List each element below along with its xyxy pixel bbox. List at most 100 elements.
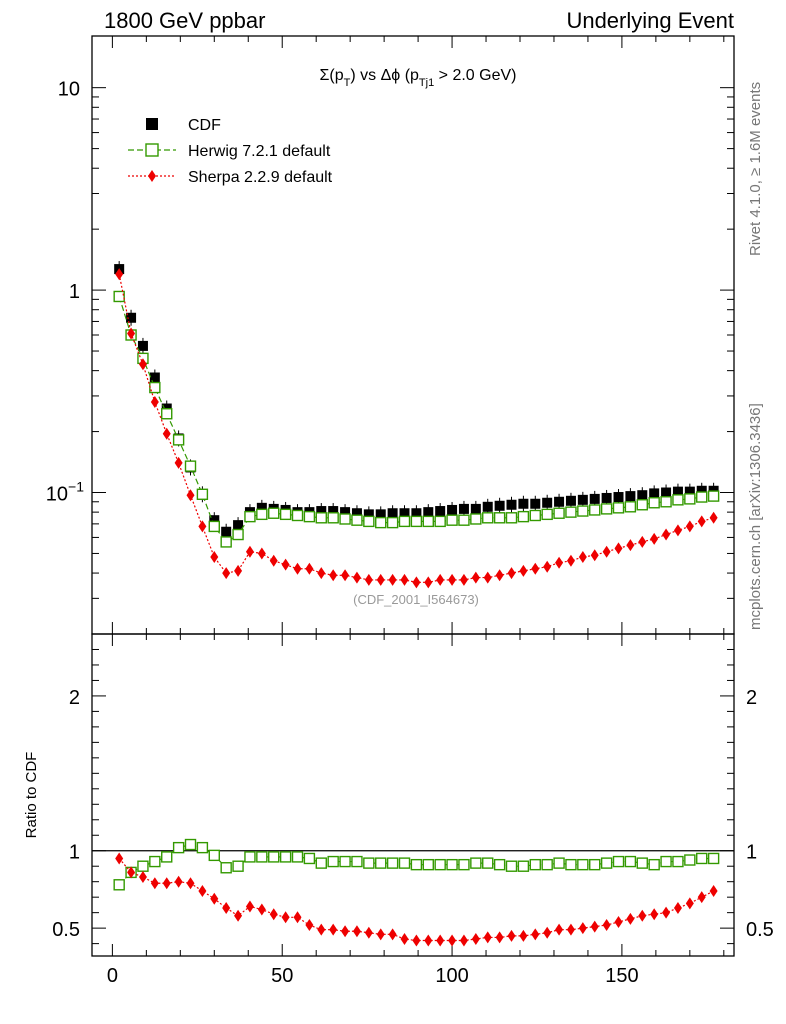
main-cdf-point — [672, 486, 683, 497]
ratio-sherpa-2-2-9-default-point — [305, 919, 314, 932]
header-right: Underlying Event — [566, 8, 734, 33]
main-cdf-point — [233, 520, 244, 531]
main-sherpa-2-2-9-default-point — [543, 560, 552, 573]
main-sherpa-2-2-9-default-point — [115, 268, 124, 281]
ratio-herwig-7-2-1-default-point — [707, 852, 720, 865]
main-herwig-7-2-1-default-point — [505, 512, 518, 524]
ratio-herwig-7-2-1-default-point — [541, 858, 553, 871]
main-cdf-point — [435, 506, 446, 517]
main-sherpa-2-2-9-default-point — [436, 573, 445, 586]
main-herwig-7-2-1-default-point — [458, 514, 470, 526]
ratio-sherpa-2-2-9-default-point — [234, 909, 243, 922]
main-herwig-7-2-1-default-point — [339, 513, 351, 525]
main-herwig-7-2-1-default-line — [118, 296, 714, 543]
ratio-sherpa-2-2-9-default-point — [566, 923, 575, 936]
main-cdf-point — [482, 501, 493, 512]
ratio-sherpa-2-2-9-default-point — [162, 877, 171, 890]
main-herwig-7-2-1-default-point — [220, 536, 232, 548]
ratio-herwig-7-2-1-default-point — [244, 851, 256, 863]
ratio-ylabel: Ratio to CDF — [23, 752, 40, 839]
main-cdf-point — [423, 507, 434, 518]
main-cdf-point — [613, 492, 624, 503]
ratio-plot-frame — [91, 633, 735, 957]
main-sherpa-2-2-9-default-point — [614, 542, 623, 555]
ratio-sherpa-2-2-9-default-point — [448, 934, 457, 947]
main-herwig-7-2-1-default-point — [612, 502, 625, 514]
main-cdf-point — [351, 508, 362, 519]
ratio-sherpa-2-2-9-default-point — [352, 925, 361, 938]
main-sherpa-2-2-9-default-point — [293, 562, 302, 575]
main-sherpa-2-2-9-default-point — [662, 528, 671, 541]
main-sherpa-2-2-9-default-point — [352, 571, 361, 584]
main-sherpa-2-2-9-default-point — [174, 456, 183, 469]
ratio-herwig-7-2-1-default-point — [612, 855, 625, 868]
main-cdf-point — [494, 500, 505, 511]
ratio-sherpa-2-2-9-default-point — [412, 934, 421, 947]
main-herwig-7-2-1-default-point — [375, 516, 387, 529]
ratio-herwig-7-2-1-default-point — [375, 857, 387, 869]
main-herwig-7-2-1-default-point — [244, 510, 256, 523]
main-herwig-7-2-1-default-point — [707, 490, 720, 502]
main-sherpa-2-2-9-default-point — [127, 327, 136, 340]
main-sherpa-2-2-9-default-point — [495, 569, 504, 582]
main-herwig-7-2-1-default-point — [268, 507, 280, 519]
ratio-sherpa-2-2-9-default-point — [424, 934, 433, 947]
main-sherpa-2-2-9-default-point — [198, 520, 207, 533]
main-sherpa-2-2-9-default-point — [305, 562, 314, 575]
ratio-sherpa-2-2-9-default-point — [578, 922, 587, 935]
ratio-sherpa-2-2-9-default-point — [400, 932, 409, 945]
ratio-herwig-7-2-1-default-point — [458, 858, 470, 871]
main-cdf-point — [637, 490, 648, 501]
ratio-y-tick-label: 1 — [69, 842, 80, 864]
main-sherpa-2-2-9-default-point — [638, 535, 647, 548]
ratio-herwig-7-2-1-default-point — [291, 851, 304, 863]
main-herwig-7-2-1-default-point — [493, 512, 506, 524]
ratio-sherpa-2-2-9-default-point — [317, 923, 326, 936]
ratio-sherpa-2-2-9-default-point — [329, 923, 338, 936]
ratio-sherpa-2-2-9-default-point — [388, 928, 397, 941]
main-herwig-7-2-1-default-point — [624, 501, 637, 513]
main-sherpa-2-2-9-default-point — [138, 358, 147, 371]
axes-layer: 0 50 100 150 10−1 1 10 0.5 0.5 1 1 2 2 — [46, 36, 774, 987]
main-herwig-7-2-1-default-point — [648, 497, 660, 509]
main-herwig-7-2-1-default-point — [386, 516, 399, 529]
ratio-herwig-7-2-1-default-point — [113, 879, 125, 891]
ratio-sherpa-2-2-9-default-point — [436, 934, 445, 947]
main-sherpa-2-2-9-default-point — [281, 558, 290, 571]
ratio-herwig-7-2-1-default-point — [684, 854, 696, 866]
ratio-sherpa-2-2-9-default-line — [118, 858, 714, 942]
mcplots-label: mcplots.cern.ch [arXiv:1306.3436] — [747, 403, 764, 630]
main-cdf-point — [209, 515, 220, 526]
main-cdf-point — [340, 507, 351, 518]
ratio-herwig-7-2-1-default-point — [232, 860, 244, 872]
main-herwig-7-2-1-default-point — [256, 508, 268, 521]
plot-title: Σ(pT) vs Δϕ (pTj1 > 2.0 GeV) — [320, 67, 517, 89]
main-sherpa-2-2-9-default-point — [448, 573, 457, 586]
ratio-sherpa-2-2-9-default-point — [222, 902, 231, 915]
ratio-sherpa-2-2-9-default-point — [483, 931, 492, 944]
ratio-sherpa-2-2-9-default-point — [293, 911, 302, 924]
main-cdf-point — [363, 509, 374, 520]
ratio-sherpa-2-2-9-default-point — [471, 932, 480, 945]
main-herwig-7-2-1-default-point — [672, 494, 684, 506]
ratio-herwig-7-2-1-default-point — [303, 852, 316, 865]
main-herwig-7-2-1-default-point — [398, 515, 411, 528]
ratio-sherpa-2-2-9-default-point — [257, 903, 266, 916]
main-sherpa-2-2-9-default-point — [673, 524, 682, 537]
main-cdf-point — [625, 491, 636, 502]
ratio-herwig-7-2-1-default-point — [636, 857, 648, 869]
ratio-sherpa-2-2-9-default-point — [614, 915, 623, 928]
main-sherpa-2-2-9-default-point — [269, 554, 278, 567]
ratio-sherpa-2-2-9-default-point — [341, 925, 350, 938]
ratio-herwig-7-2-1-default-point — [553, 857, 565, 869]
ratio-sherpa-2-2-9-default-point — [662, 906, 671, 919]
main-herwig-7-2-1-default-point — [184, 460, 197, 472]
main-herwig-7-2-1-default-point — [351, 514, 363, 526]
legend-marker-sherpa-2-2-9-default — [148, 170, 156, 182]
main-cdf-point — [458, 503, 469, 514]
ratio-y-tick-label-right: 2 — [746, 687, 757, 709]
main-cdf-point — [542, 497, 553, 508]
main-sherpa-2-2-9-default-point — [234, 564, 243, 577]
ratio-herwig-7-2-1-default-point — [422, 858, 434, 871]
